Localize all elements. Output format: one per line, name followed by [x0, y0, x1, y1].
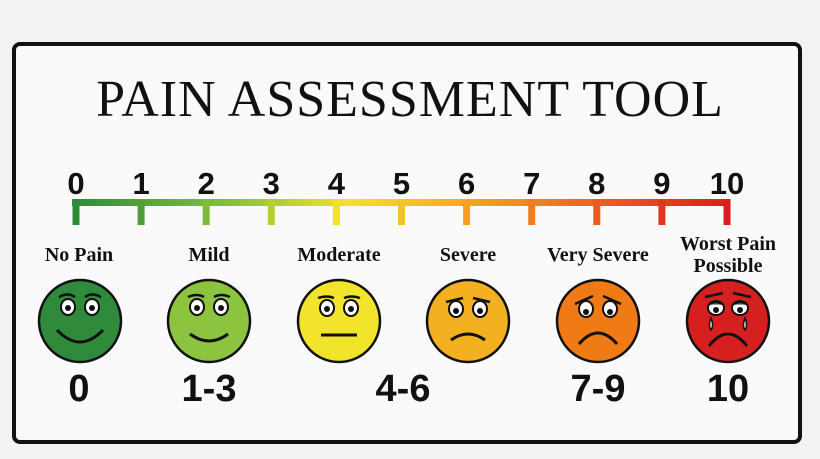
tick-label-2: 2 [198, 166, 215, 201]
range-10: 10 [706, 368, 750, 410]
neutral-face-icon [296, 278, 382, 364]
range-7-9: 7-9 [570, 368, 626, 410]
label-worst-pain-line1: Worst Pain [679, 233, 777, 255]
tick-label-5: 5 [393, 166, 410, 201]
tick-label-3: 3 [263, 166, 280, 201]
label-worst-pain: Worst Pain Possible [680, 233, 776, 277]
label-moderate: Moderate [297, 244, 381, 266]
tick-label-6: 6 [458, 166, 475, 201]
tick-label-9: 9 [653, 166, 670, 201]
tick-label-4: 4 [328, 166, 346, 201]
tick-mark-6 [463, 199, 471, 225]
range-0: 0 [68, 368, 90, 410]
frown-face-icon [555, 278, 641, 364]
tick-label-1: 1 [132, 166, 149, 201]
tick-label-0: 0 [67, 166, 84, 201]
range-1-3: 1-3 [181, 368, 237, 410]
big-smile-face-icon [37, 278, 123, 364]
tick-mark-2 [202, 199, 210, 225]
tick-label-7: 7 [523, 166, 540, 201]
tick-mark-1 [137, 199, 145, 225]
tick-mark-7 [528, 199, 536, 225]
tick-label-10: 10 [710, 166, 744, 201]
tool-frame [12, 42, 802, 444]
page-title: PAIN ASSESSMENT TOOL [96, 71, 724, 128]
tick-mark-8 [593, 199, 601, 225]
smile-face-icon [166, 278, 252, 364]
tick-mark-4 [332, 199, 340, 225]
label-worst-pain-line2: Possible [693, 255, 763, 277]
label-severe: Severe [439, 244, 497, 266]
label-mild: Mild [188, 244, 230, 266]
label-very-severe: Very Severe [547, 244, 649, 266]
crying-face-icon [685, 278, 771, 364]
tick-mark-5 [398, 199, 405, 225]
range-4-6: 4-6 [375, 368, 431, 410]
tick-mark-3 [267, 199, 275, 225]
tick-mark-0 [72, 199, 80, 225]
tick-mark-10 [723, 199, 731, 225]
slight-frown-face-icon [425, 278, 511, 364]
tick-label-8: 8 [588, 166, 605, 201]
label-no-pain: No Pain [44, 244, 114, 266]
tick-mark-9 [658, 199, 666, 225]
